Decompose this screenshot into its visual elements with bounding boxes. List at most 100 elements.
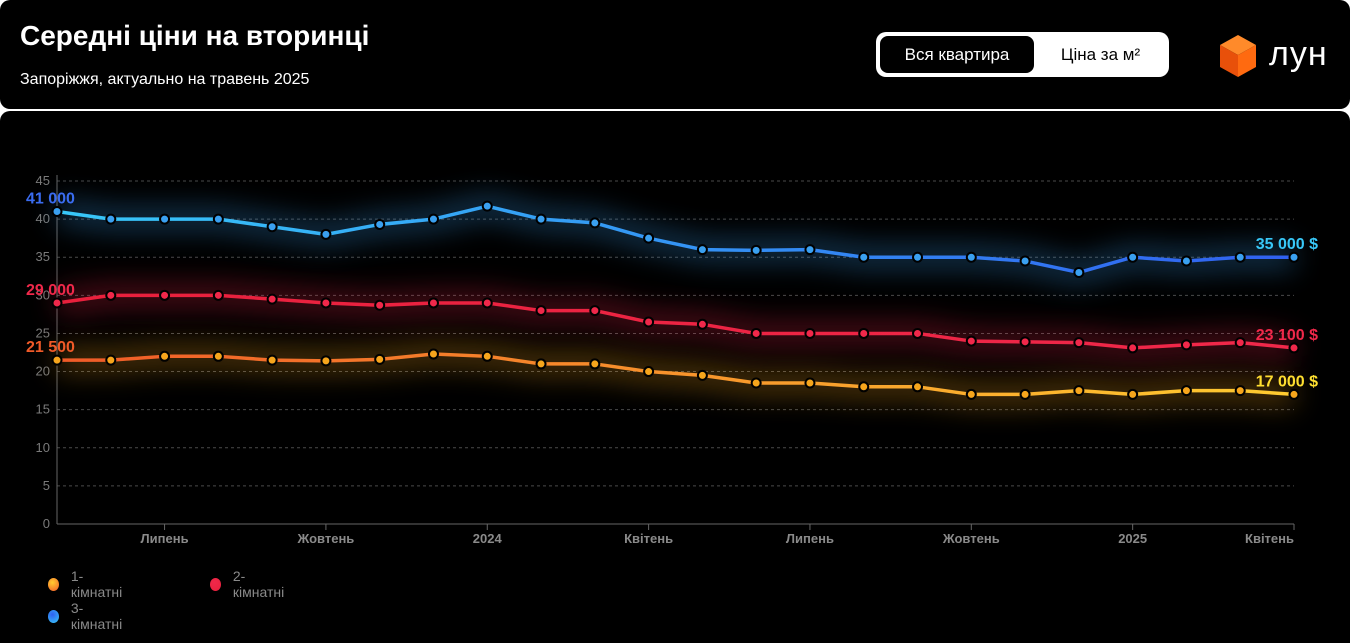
data-point-one_room: [535, 358, 547, 370]
data-point-one_room: [481, 350, 493, 362]
data-point-three_room: [159, 213, 171, 225]
start-value-label: 21 500: [26, 339, 75, 356]
data-point-one_room: [643, 366, 655, 378]
start-value-label: 29 000: [26, 282, 75, 299]
data-point-three_room: [320, 228, 332, 240]
data-point-two_room: [912, 327, 924, 339]
data-point-one_room: [427, 348, 439, 360]
end-value-label: 23 100 $: [1256, 327, 1318, 344]
x-tick-label: Жовтень: [942, 531, 1000, 546]
data-point-two_room: [858, 327, 870, 339]
price-per-sqm-button[interactable]: Ціна за м²: [1060, 45, 1141, 64]
data-point-one_room: [858, 381, 870, 393]
legend-item-one_room[interactable]: 1-кімнатні: [48, 568, 124, 600]
data-point-two_room: [1180, 339, 1192, 351]
data-point-three_room: [858, 251, 870, 263]
data-point-three_room: [589, 217, 601, 229]
legend-item-three_room[interactable]: 3-кімнатні: [48, 600, 124, 632]
x-tick-label: Жовтень: [297, 531, 355, 546]
data-point-one_room: [1073, 385, 1085, 397]
data-point-one_room: [51, 354, 63, 366]
y-tick-label: 10: [36, 440, 50, 455]
data-point-three_room: [535, 213, 547, 225]
data-point-one_room: [1180, 385, 1192, 397]
data-point-two_room: [427, 297, 439, 309]
x-tick-label: Липень: [141, 531, 189, 546]
y-tick-label: 25: [36, 325, 50, 340]
data-point-three_room: [374, 218, 386, 230]
data-point-three_room: [1288, 251, 1300, 263]
data-point-two_room: [320, 297, 332, 309]
x-tick-label: Квітень: [624, 531, 673, 546]
data-point-one_room: [159, 350, 171, 362]
data-point-one_room: [105, 354, 117, 366]
data-point-two_room: [643, 316, 655, 328]
data-point-two_room: [1234, 337, 1246, 349]
data-point-three_room: [481, 200, 493, 212]
data-point-two_room: [374, 299, 386, 311]
y-tick-label: 40: [36, 211, 50, 226]
data-point-two_room: [1127, 342, 1139, 354]
price-mode-toggle: Вся квартира Ціна за м²: [876, 32, 1169, 77]
data-point-one_room: [374, 353, 386, 365]
chart-panel: 0 5 10 15 20 25 30 35 40 45 Липень Жовтень 2024 Квіте…: [0, 111, 1350, 643]
end-value-label: 35 000 $: [1256, 236, 1318, 253]
data-point-two_room: [266, 293, 278, 305]
data-point-two_room: [212, 289, 224, 301]
series-line-three_room: [56, 204, 1294, 275]
data-point-one_room: [696, 369, 708, 381]
header: Середні ціни на вторинці Запоріжжя, акту…: [0, 0, 1350, 109]
data-point-three_room: [1180, 255, 1192, 267]
end-value-label: 17 000 $: [1256, 373, 1318, 390]
data-point-one_room: [1127, 388, 1139, 400]
data-point-three_room: [427, 213, 439, 225]
data-point-two_room: [750, 327, 762, 339]
data-point-three_room: [1234, 251, 1246, 263]
data-point-three_room: [212, 213, 224, 225]
legend-dot-icon: [48, 609, 59, 623]
whole-apartment-button[interactable]: Вся квартира: [880, 36, 1034, 73]
data-point-one_room: [965, 388, 977, 400]
y-tick-label: 35: [36, 249, 50, 264]
data-point-two_room: [1073, 337, 1085, 349]
x-tick-label: 2024: [473, 531, 503, 546]
y-tick-label: 0: [43, 516, 50, 531]
data-point-one_room: [1019, 388, 1031, 400]
data-point-one_room: [320, 355, 332, 367]
data-point-one_room: [212, 350, 224, 362]
data-point-two_room: [1019, 336, 1031, 348]
series-line-two_room: [56, 293, 1295, 350]
data-point-three_room: [1127, 251, 1139, 263]
data-point-one_room: [1234, 385, 1246, 397]
y-tick-label: 20: [36, 364, 50, 379]
data-point-three_room: [105, 213, 117, 225]
legend-item-two_room[interactable]: 2-кімнатні: [210, 568, 286, 600]
data-point-one_room: [804, 377, 816, 389]
legend-dot-icon: [48, 577, 59, 591]
data-point-three_room: [266, 221, 278, 233]
data-point-one_room: [750, 377, 762, 389]
page-title: Середні ціни на вторинці: [20, 20, 370, 51]
series-line-one_room: [57, 352, 1295, 397]
data-point-three_room: [51, 205, 63, 217]
data-point-one_room: [589, 358, 601, 370]
x-tick-label: 2025: [1118, 531, 1147, 546]
data-point-one_room: [266, 354, 278, 366]
legend-label: 3-кімнатні: [70, 600, 123, 632]
legend-label: 1-кімнатні: [70, 568, 123, 600]
lun-logo[interactable]: лун: [1217, 33, 1332, 79]
y-tick-label: 5: [43, 478, 50, 493]
y-tick-label: 30: [36, 287, 50, 302]
data-point-one_room: [912, 381, 924, 393]
legend-dot-icon: [210, 577, 221, 591]
y-tick-label: 15: [36, 402, 50, 417]
data-point-three_room: [750, 244, 762, 256]
data-point-three_room: [1019, 255, 1031, 267]
start-value-label: 41 000: [26, 190, 75, 207]
data-point-one_room: [1288, 388, 1300, 400]
data-point-three_room: [965, 251, 977, 263]
data-point-three_room: [912, 251, 924, 263]
legend-label: 2-кімнатні: [232, 568, 285, 600]
data-point-two_room: [51, 297, 63, 309]
data-point-two_room: [1288, 342, 1300, 354]
